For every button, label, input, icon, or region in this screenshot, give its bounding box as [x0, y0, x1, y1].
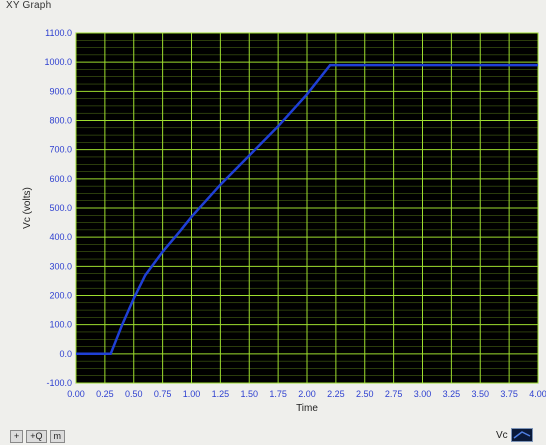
x-tick-label: 2.00 [298, 389, 316, 399]
x-tick-label: 2.75 [385, 389, 403, 399]
x-tick-label: 1.50 [240, 389, 258, 399]
x-tick-labels: 0.00 0.25 0.50 0.75 1.00 1.25 1.50 1.75 2.00 2.25… [67, 389, 546, 399]
legend-swatch-icon [510, 428, 533, 442]
x-tick-label: 0.50 [125, 389, 143, 399]
plot-legend[interactable]: Vc [496, 428, 533, 442]
x-tick-label: 0.00 [67, 389, 85, 399]
y-tick-label: 900.0 [49, 86, 72, 96]
y-tick-labels: -100.0 0.0 100.0 200.0 300.0 400.0 500.0 600.0 7… [44, 28, 72, 388]
x-tick-label: 1.25 [212, 389, 230, 399]
x-tick-label: 2.50 [356, 389, 374, 399]
x-tick-label: 3.75 [500, 389, 518, 399]
y-tick-label: 1000.0 [44, 57, 72, 67]
pan-tool-button[interactable]: m [49, 429, 66, 443]
y-tick-label: 300.0 [49, 261, 72, 271]
y-tick-label: 0.0 [59, 349, 72, 359]
zoom-tool-button[interactable]: +Q [26, 429, 47, 443]
y-tick-label: 200.0 [49, 291, 72, 301]
y-tick-label: 800.0 [49, 116, 72, 126]
x-tick-label: 1.75 [269, 389, 287, 399]
y-tick-label: 100.0 [49, 320, 72, 330]
legend-label: Vc [496, 429, 508, 441]
x-tick-label: 0.75 [154, 389, 172, 399]
x-tick-label: 2.25 [327, 389, 345, 399]
y-axis-label: Vc (volts) [22, 187, 33, 229]
graph-palette: + +Q m [10, 429, 66, 443]
series-layer [76, 63, 538, 356]
x-tick-label: 3.50 [471, 389, 489, 399]
y-tick-label: 400.0 [49, 232, 72, 242]
graph-title: XY Graph [6, 0, 52, 11]
x-tick-label: 0.25 [96, 389, 114, 399]
x-tick-label: 4.00 [529, 389, 546, 399]
y-tick-label: 1100.0 [45, 28, 72, 38]
x-tick-label: 1.00 [183, 389, 201, 399]
x-tick-label: 3.25 [443, 389, 461, 399]
x-tick-label: 3.00 [414, 389, 432, 399]
series-line-vc [76, 63, 538, 356]
grid-lines [75, 32, 539, 384]
y-tick-label: 600.0 [49, 174, 72, 184]
cursor-tool-button[interactable]: + [10, 429, 24, 443]
y-tick-label: 500.0 [49, 203, 72, 213]
y-tick-label: -100.0 [46, 378, 72, 388]
x-axis-label: Time [296, 403, 318, 414]
y-tick-label: 700.0 [49, 145, 72, 155]
